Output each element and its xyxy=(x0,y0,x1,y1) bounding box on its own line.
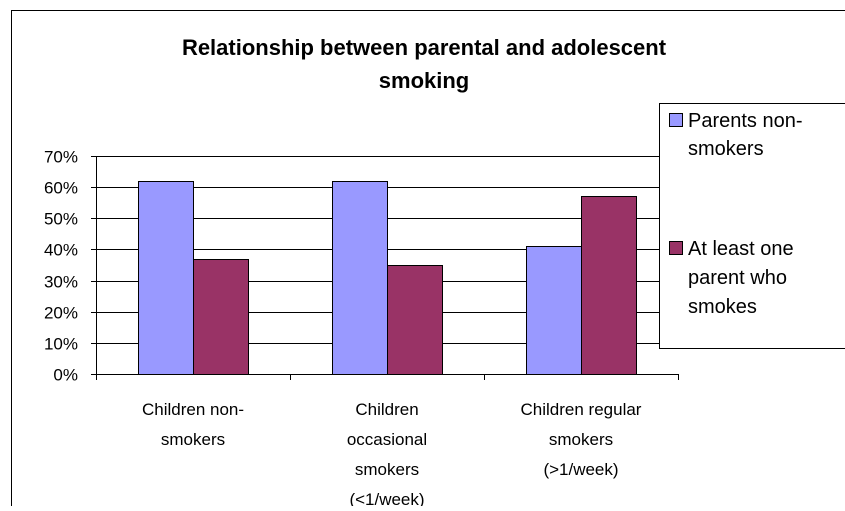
legend-label-series-2-line-1: At least one xyxy=(688,238,794,260)
bar xyxy=(527,247,582,375)
y-tick-label: 0% xyxy=(53,366,78,385)
x-category-label: smokers xyxy=(161,430,225,449)
x-category-label: smokers xyxy=(355,460,419,479)
x-category-label: Children xyxy=(355,400,418,419)
x-category-label: (<1/week) xyxy=(349,490,424,506)
bar xyxy=(388,266,443,375)
x-category-label: occasional xyxy=(347,430,427,449)
y-tick-label: 30% xyxy=(44,273,78,292)
bar xyxy=(333,182,388,375)
legend-label-series-1-line-2: smokers xyxy=(688,138,764,160)
y-tick-label: 70% xyxy=(44,148,78,167)
y-tick-label: 40% xyxy=(44,241,78,260)
legend-swatch-at-least-one-parent-smokes xyxy=(670,242,683,255)
legend-label-series-1-line-1: Parents non- xyxy=(688,110,803,132)
legend-label-series-2-line-2: parent who xyxy=(688,267,787,289)
chart-title-line-1: Relationship between parental and adoles… xyxy=(182,35,667,60)
y-tick-label: 20% xyxy=(44,304,78,323)
bar xyxy=(582,197,637,375)
x-category-label: smokers xyxy=(549,430,613,449)
legend-swatch-parents-non-smokers xyxy=(670,114,683,127)
y-tick-label: 60% xyxy=(44,179,78,198)
bar xyxy=(139,182,194,375)
bars xyxy=(139,182,637,375)
chart-title-line-2: smoking xyxy=(379,68,469,93)
y-tick-label: 50% xyxy=(44,210,78,229)
y-tick-label: 10% xyxy=(44,335,78,354)
bar xyxy=(194,260,249,375)
legend-label-series-2-line-3: smokes xyxy=(688,296,757,318)
x-category-label: Children regular xyxy=(521,400,642,419)
x-category-label: (>1/week) xyxy=(543,460,618,479)
x-category-label: Children non- xyxy=(142,400,244,419)
legend: Parents non- smokers At least one parent… xyxy=(660,104,845,349)
